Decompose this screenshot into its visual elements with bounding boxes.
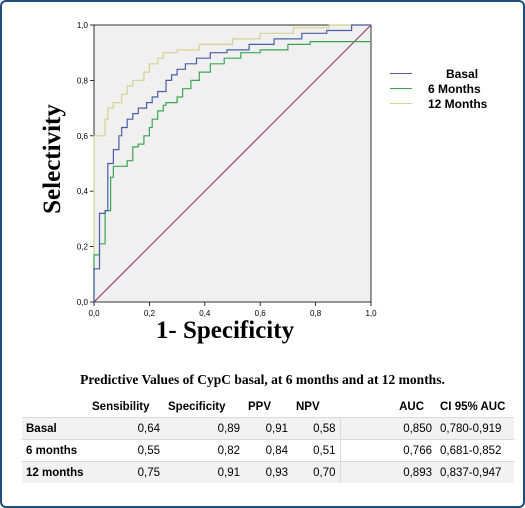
cell-sensibility: 0,55 <box>88 439 164 462</box>
y-tick-label: 0,4 <box>77 187 89 196</box>
series-line-12-months <box>93 24 371 302</box>
header-ppv: PPV <box>248 401 272 413</box>
cell-ppv: 0,91 <box>244 417 292 440</box>
legend-swatch-basal <box>390 73 412 74</box>
header-auc: AUC <box>399 401 424 413</box>
header-specificity: Specificity <box>168 401 226 413</box>
cell-npv: 0,51 <box>292 439 340 462</box>
cell-sensibility: 0,75 <box>88 461 164 483</box>
cell-ppv: 0,93 <box>244 461 292 483</box>
cell-ci: 0,681-0,852 <box>436 439 514 462</box>
legend-label-6-months: 6 Months <box>428 81 481 96</box>
y-tick-label: 0,8 <box>77 76 89 85</box>
table-caption: Predictive Values of CypC basal, at 6 mo… <box>80 372 445 387</box>
series-line-basal <box>93 24 371 302</box>
series-line-6-months <box>93 40 371 302</box>
cell-specificity: 0,89 <box>164 417 244 440</box>
row-label: 12 months <box>22 461 88 483</box>
x-tick-label: 0,2 <box>144 309 156 318</box>
cell-specificity: 0,82 <box>164 439 244 462</box>
x-axis-label: 1- Specificity <box>155 317 295 344</box>
cell-auc: 0,850 <box>339 417 436 440</box>
y-tick-label: 1,0 <box>77 21 89 30</box>
cell-ci: 0,837-0,947 <box>436 461 514 483</box>
legend-label-basal: Basal <box>446 66 479 81</box>
x-tick-label: 0,4 <box>199 309 211 318</box>
legend: Basal 6 Months 12 Months <box>390 66 487 111</box>
header-ci: CI 95% AUC <box>440 401 506 413</box>
legend-item-basal: Basal <box>390 66 487 81</box>
predictive-values-table: Sensibility Specificity PPV NPV AUC CI 9… <box>22 397 514 483</box>
y-tick-label: 0,2 <box>77 243 89 252</box>
y-axis-label: Selectivity <box>39 104 66 214</box>
legend-item-6-months: 6 Months <box>390 81 487 96</box>
table-header-row: Sensibility Specificity PPV NPV AUC CI 9… <box>22 397 514 418</box>
header-npv: NPV <box>296 401 320 413</box>
table-row: 6 months 0,55 0,82 0,84 0,51 0,766 0,681… <box>22 439 514 462</box>
legend-item-12-months: 12 Months <box>390 96 487 111</box>
cell-auc: 0,893 <box>339 461 436 483</box>
cell-npv: 0,58 <box>292 417 340 440</box>
series-layer <box>93 24 372 303</box>
legend-swatch-12-months <box>390 103 412 104</box>
reference-line <box>93 24 372 303</box>
header-empty <box>22 397 88 418</box>
cell-ppv: 0,84 <box>244 439 292 462</box>
header-sensibility: Sensibility <box>92 401 150 413</box>
cell-ci: 0,780-0,919 <box>436 417 514 440</box>
roc-chart: 0,0 0,2 0,4 0,6 0,8 1,0 0,0 0,2 0,4 0,6 0,8 1,0 <box>77 21 377 318</box>
cell-auc: 0,766 <box>339 439 436 462</box>
y-tick-label: 0,0 <box>77 298 89 307</box>
cell-npv: 0,70 <box>292 461 340 483</box>
x-tick-label: 1,0 <box>365 309 377 318</box>
axis-layer: 0,0 0,2 0,4 0,6 0,8 1,0 0,0 0,2 0,4 0,6 0,8 1,0 <box>77 21 377 318</box>
x-tick-label: 0,6 <box>255 309 267 318</box>
table-row: 12 months 0,75 0,91 0,93 0,70 0,893 0,83… <box>22 461 514 483</box>
table-row: Basal 0,64 0,89 0,91 0,58 0,850 0,780-0,… <box>22 417 514 440</box>
legend-swatch-6-months <box>390 88 412 89</box>
y-tick-label: 0,6 <box>77 132 89 141</box>
row-label: 6 months <box>22 439 88 462</box>
cell-sensibility: 0,64 <box>88 417 164 440</box>
row-label: Basal <box>22 417 88 440</box>
cell-specificity: 0,91 <box>164 461 244 483</box>
x-tick-label: 0,0 <box>88 309 100 318</box>
x-tick-label: 0,8 <box>310 309 322 318</box>
legend-label-12-months: 12 Months <box>428 96 488 111</box>
